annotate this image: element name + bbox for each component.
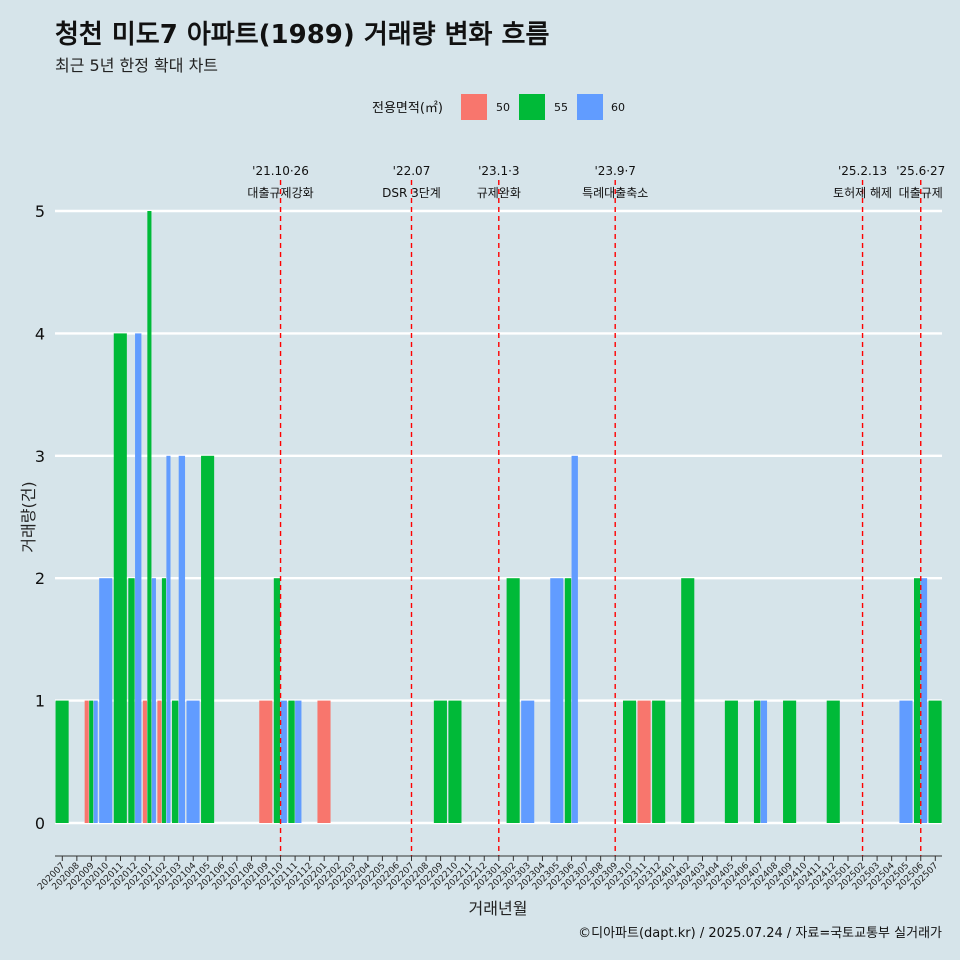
bar-55-202103	[171, 700, 179, 823]
x-axis: 2020072020082020092020102020112020122021…	[36, 855, 942, 892]
bar-60-202305	[550, 578, 564, 823]
legend-swatch-60	[577, 94, 603, 120]
bar-60-202506	[920, 578, 928, 823]
legend-title: 전용면적(㎡)	[372, 101, 443, 116]
bar-60-202010	[99, 578, 113, 823]
footer-caption: ©디아파트(dapt.kr) / 2025.07.24 / 자료=국토교통부 실…	[578, 926, 942, 941]
bar-55-202310	[623, 700, 637, 823]
page-title: 청천 미도7 아파트(1989) 거래량 변화 흐름	[55, 20, 550, 50]
bar-55-202101	[147, 211, 152, 823]
bar-60-202505	[899, 700, 913, 823]
event-date: '25.6·27	[896, 164, 945, 178]
y-tick-label: 4	[35, 324, 45, 343]
bars	[55, 211, 942, 823]
bar-60-202303	[521, 700, 535, 823]
event-date: '23.1·3	[478, 164, 519, 178]
legend-label-50: 50	[496, 101, 510, 114]
bar-60-202407	[760, 700, 768, 823]
event-date: '23.9·7	[594, 164, 635, 178]
bar-60-202102	[166, 455, 171, 823]
y-tick-label: 0	[35, 814, 45, 833]
bar-55-202110	[273, 578, 281, 823]
bar-55-202405	[724, 700, 738, 823]
bar-60-202110	[280, 700, 287, 823]
y-axis: 0 1 2 3 4 5	[35, 202, 45, 833]
bar-50-202101	[142, 700, 147, 823]
event-label: 규제완화	[477, 186, 521, 200]
event-label: DSR 3단계	[382, 186, 441, 200]
bar-60-202009	[93, 700, 98, 823]
page-subtitle: 최근 5년 한정 확대 차트	[55, 56, 219, 75]
bar-55-202402	[681, 578, 695, 823]
bar-55-202407	[753, 700, 761, 823]
legend-swatch-50	[461, 94, 487, 120]
bar-55-202007	[55, 700, 69, 823]
legend-label-55: 55	[554, 101, 568, 114]
bar-55-202306	[564, 578, 572, 823]
bar-55-202011	[113, 333, 127, 823]
bar-60-202012	[135, 333, 142, 823]
bar-50-202102	[157, 700, 162, 823]
bar-50-202201	[317, 700, 331, 823]
legend-label-60: 60	[611, 101, 625, 114]
bar-50-202109	[259, 700, 273, 823]
y-tick-label: 3	[35, 447, 45, 466]
bar-60-202104	[186, 700, 200, 823]
bar-55-202210	[448, 700, 462, 823]
bar-50-202311	[637, 700, 651, 823]
bar-55-202012	[128, 578, 135, 823]
bar-50-202009	[84, 700, 89, 823]
event-label: 특례대출축소	[582, 186, 648, 200]
y-tick-label: 2	[35, 569, 45, 588]
event-date: '22.07	[393, 164, 431, 178]
event-markers: '21.10·26 대출규제강화 '22.07 DSR 3단계 '23.1·3 규제완화 '…	[247, 164, 945, 856]
bar-55-202412	[826, 700, 840, 823]
event-date: '25.2.13	[838, 164, 887, 178]
event-label: 대출규제	[899, 186, 943, 200]
bar-55-202102	[161, 578, 166, 823]
x-axis-title: 거래년월	[469, 899, 528, 918]
bar-55-202209	[433, 700, 447, 823]
bar-55-202506	[914, 578, 921, 823]
bar-60-202111	[295, 700, 302, 823]
bar-55-202409	[783, 700, 797, 823]
bar-55-202105	[201, 455, 215, 823]
bar-55-202009	[89, 700, 94, 823]
event-label: 토허제 해제	[833, 186, 892, 200]
event-label: 대출규제강화	[247, 186, 313, 200]
event-date: '21.10·26	[252, 164, 309, 178]
legend-swatch-55	[519, 94, 545, 120]
bar-55-202302	[506, 578, 520, 823]
bar-60-202101	[151, 578, 156, 823]
y-tick-label: 1	[35, 692, 45, 711]
bar-60-202103	[178, 455, 186, 823]
y-axis-title: 거래량(건)	[19, 481, 38, 552]
bar-60-202306	[571, 455, 578, 823]
legend: 전용면적(㎡) 50 55 60	[372, 94, 625, 120]
bar-55-202312	[652, 700, 666, 823]
bar-55-202507	[928, 700, 942, 823]
y-tick-label: 5	[35, 202, 45, 221]
bar-55-202111	[288, 700, 295, 823]
